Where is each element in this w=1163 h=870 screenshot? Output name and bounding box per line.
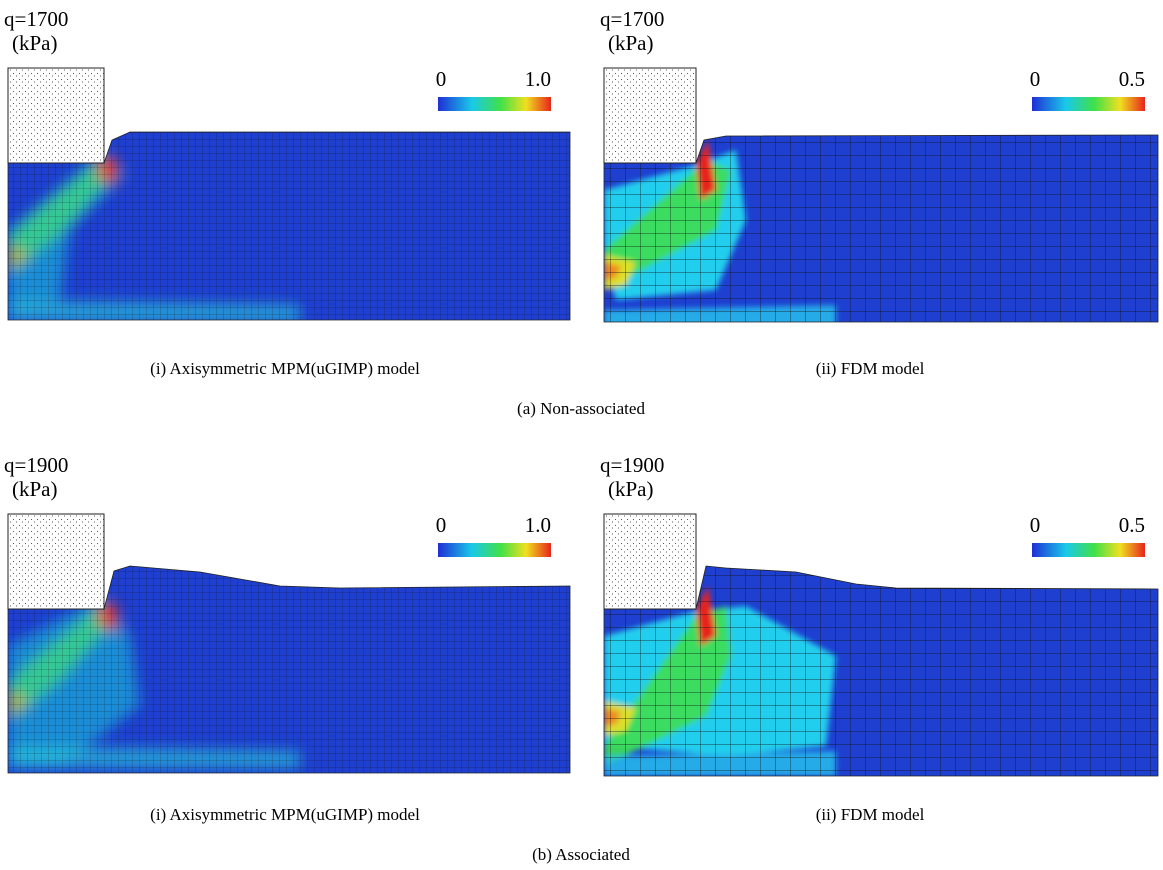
colorbar-max: 0.5 xyxy=(1119,513,1145,537)
colorbar-max: 0.5 xyxy=(1119,67,1145,91)
panel-caption: (i) Axisymmetric MPM(uGIMP) model xyxy=(150,805,420,824)
figure: q=1700(kPa)01.0(i) Axisymmetric MPM(uGIM… xyxy=(0,0,1163,870)
row-caption: (a) Non-associated xyxy=(517,399,645,418)
colorbar xyxy=(1032,97,1145,111)
panel: q=1700(kPa) 0 0.5 xyxy=(596,7,1163,340)
colorbar-max: 1.0 xyxy=(525,67,551,91)
load-unit: (kPa) xyxy=(12,31,58,55)
colorbar-min: 0 xyxy=(436,67,447,91)
load-unit: (kPa) xyxy=(608,31,654,55)
colorbar-min: 0 xyxy=(1030,67,1041,91)
panel-caption: (i) Axisymmetric MPM(uGIMP) model xyxy=(150,359,420,378)
load-label: q=1900 xyxy=(4,453,68,477)
colorbar xyxy=(438,97,551,111)
panel: q=1900(kPa) 0 0.5 xyxy=(596,453,1163,786)
footing xyxy=(8,514,104,609)
load-label: q=1700 xyxy=(4,7,68,31)
footing xyxy=(604,514,696,609)
panel-caption: (ii) FDM model xyxy=(816,359,925,378)
load-label: q=1700 xyxy=(600,7,664,31)
load-unit: (kPa) xyxy=(12,477,58,501)
row-caption: (b) Associated xyxy=(532,845,630,864)
colorbar-min: 0 xyxy=(1030,513,1041,537)
panel: q=1700(kPa) 0 1.0 xyxy=(0,7,580,340)
footing xyxy=(8,68,104,163)
colorbar-min: 0 xyxy=(436,513,447,537)
load-label: q=1900 xyxy=(600,453,664,477)
colorbar xyxy=(1032,543,1145,557)
colorbar xyxy=(438,543,551,557)
load-unit: (kPa) xyxy=(608,477,654,501)
panel-caption: (ii) FDM model xyxy=(816,805,925,824)
footing xyxy=(604,68,696,163)
panel: q=1900(kPa) 0 1.0 xyxy=(0,453,580,786)
colorbar-max: 1.0 xyxy=(525,513,551,537)
